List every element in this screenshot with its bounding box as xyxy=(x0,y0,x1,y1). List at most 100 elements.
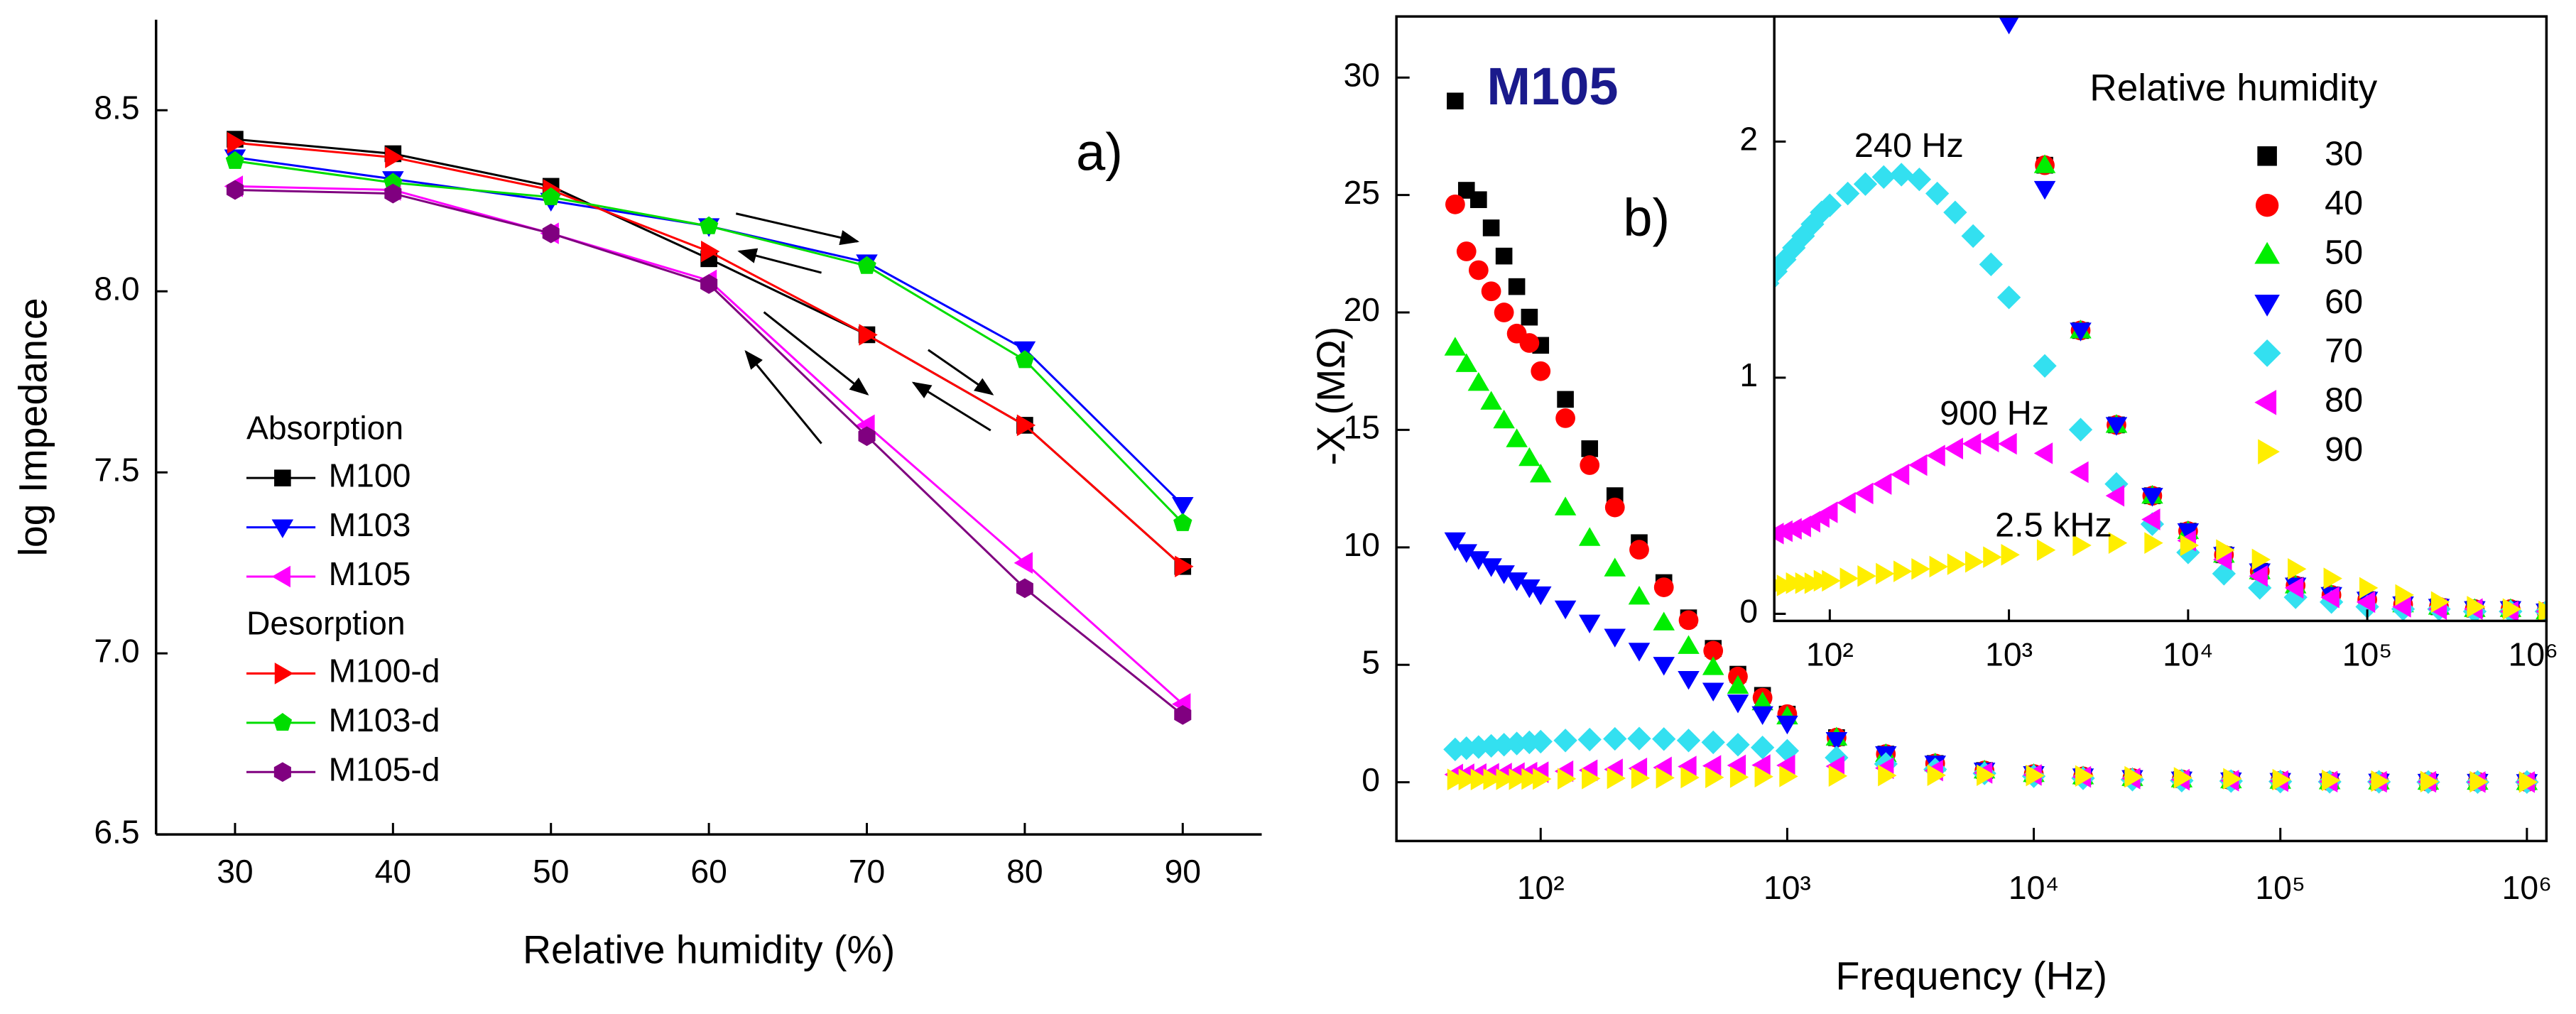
marker xyxy=(1482,219,1500,236)
legend-label: 90 xyxy=(2325,430,2363,469)
marker xyxy=(2322,769,2341,792)
y-tick-label: 30 xyxy=(1344,56,1380,93)
marker xyxy=(1015,350,1035,369)
marker xyxy=(1554,600,1577,620)
x-axis-title: Relative humidity (%) xyxy=(523,927,895,971)
marker xyxy=(1727,754,1746,777)
marker xyxy=(1800,212,1825,236)
annotation: 240 Hz xyxy=(1854,126,1964,165)
marker xyxy=(2173,767,2193,789)
marker xyxy=(1996,285,2021,310)
marker xyxy=(1493,565,1515,584)
marker xyxy=(1604,557,1626,577)
marker xyxy=(2141,508,2161,530)
legend-label: M103-d xyxy=(329,702,440,738)
legend-heading: Desorption xyxy=(246,605,406,642)
marker xyxy=(1656,767,1675,789)
marker xyxy=(1521,308,1538,326)
marker xyxy=(2033,354,2057,378)
marker xyxy=(1518,447,1540,467)
marker xyxy=(1531,361,1551,381)
inset-y-tick-label: 0 xyxy=(1739,593,1758,630)
marker xyxy=(1965,551,1984,573)
marker xyxy=(2177,523,2200,543)
marker xyxy=(1727,694,1749,714)
marker xyxy=(1480,558,1502,577)
marker xyxy=(1458,768,1478,790)
marker xyxy=(2033,154,2056,173)
marker xyxy=(227,131,246,154)
marker xyxy=(1751,691,1773,711)
marker xyxy=(2075,765,2094,787)
marker xyxy=(1470,191,1487,209)
legend-label: 30 xyxy=(2325,135,2363,173)
legend-label: 70 xyxy=(2325,332,2363,370)
marker xyxy=(1929,555,1948,578)
inset-x-tick-label: 10² xyxy=(1806,636,1854,673)
marker xyxy=(1013,552,1033,574)
marker xyxy=(1456,241,1477,261)
marker xyxy=(1521,768,1540,790)
y-tick-label: 8.5 xyxy=(94,89,139,126)
annotation: 2.5 kHz xyxy=(1995,506,2112,544)
marker xyxy=(274,469,291,486)
marker xyxy=(274,663,294,685)
marker xyxy=(1889,163,1913,187)
arrow xyxy=(735,212,860,246)
marker xyxy=(1817,193,1842,217)
marker xyxy=(1961,224,1985,249)
marker xyxy=(1775,738,1800,763)
marker xyxy=(1678,756,1697,778)
marker xyxy=(1627,726,1651,751)
marker xyxy=(1580,455,1600,475)
marker xyxy=(1779,765,1798,787)
marker xyxy=(1447,768,1467,790)
marker xyxy=(1751,706,1773,725)
marker xyxy=(1016,578,1033,599)
marker xyxy=(1582,768,1601,790)
annotation: 900 Hz xyxy=(1940,394,2049,432)
marker xyxy=(1506,572,1528,592)
marker xyxy=(273,712,293,731)
legend-label: 50 xyxy=(2325,233,2363,271)
inset-x-tick-label: 10⁶ xyxy=(2509,636,2558,673)
marker xyxy=(271,565,290,588)
legend-label: M100 xyxy=(329,457,411,494)
x-tick-label: 80 xyxy=(1006,853,1043,890)
arrow xyxy=(737,248,822,274)
y-tick-label: 20 xyxy=(1344,291,1380,328)
marker xyxy=(858,426,876,447)
panel-label: a) xyxy=(1076,122,1123,181)
marker xyxy=(701,240,720,263)
marker xyxy=(1678,610,1699,631)
y-tick-label: 5 xyxy=(1362,643,1380,680)
legend-label: M103 xyxy=(329,506,411,543)
marker xyxy=(2356,591,2376,614)
marker xyxy=(2392,596,2411,618)
marker xyxy=(1962,432,1982,455)
marker xyxy=(1837,491,1856,514)
marker xyxy=(1577,727,1602,752)
inset-background xyxy=(1774,16,2547,621)
marker xyxy=(1467,371,1490,391)
x-tick-label: 60 xyxy=(690,853,727,890)
marker xyxy=(1751,754,1771,776)
marker xyxy=(1496,768,1515,790)
x-tick-label: 40 xyxy=(375,853,411,890)
marker xyxy=(2072,534,2092,557)
marker xyxy=(1604,628,1626,648)
marker xyxy=(1726,733,1750,757)
x-tick-label: 10⁶ xyxy=(2502,869,2552,906)
marker xyxy=(1607,767,1626,790)
marker xyxy=(1676,729,1701,753)
marker xyxy=(541,187,560,205)
marker xyxy=(1653,756,1672,779)
arrow xyxy=(744,349,822,445)
x-tick-label: 70 xyxy=(849,853,885,890)
marker xyxy=(2026,764,2045,787)
marker xyxy=(1907,167,1932,192)
marker xyxy=(1871,165,1896,189)
marker xyxy=(1678,635,1700,654)
marker xyxy=(1483,768,1502,790)
